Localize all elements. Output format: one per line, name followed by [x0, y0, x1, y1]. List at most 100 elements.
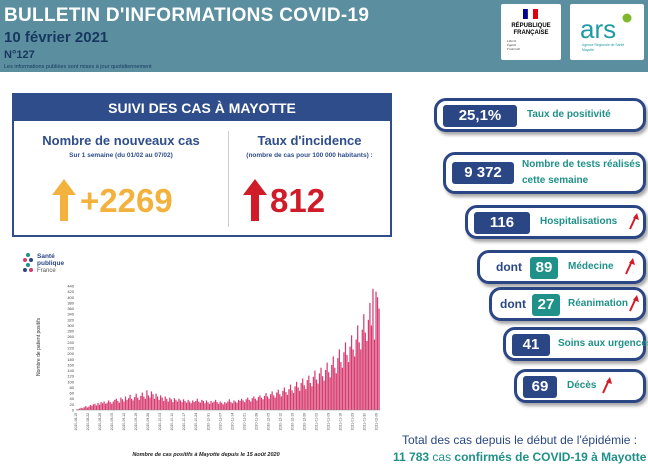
- chart-bar: [260, 397, 263, 410]
- medecine-trend-up-icon: [625, 258, 635, 275]
- soins-urgences-pill: 41 Soins aux urgences: [503, 327, 648, 361]
- chart-bar: [160, 395, 162, 410]
- chart-bar: [143, 396, 145, 410]
- chart-bar: [248, 399, 250, 410]
- hospitalisations-label: Hospitalisations: [540, 216, 618, 227]
- chart-bar: [218, 403, 220, 410]
- chart-bar: [181, 402, 183, 410]
- chart-bar: [117, 400, 119, 410]
- chart-bar: [378, 308, 380, 410]
- chart-bar: [357, 325, 359, 410]
- chart-bar: [245, 399, 247, 410]
- x-tick-label: 2021-01-30: [363, 413, 367, 430]
- chart-bar: [94, 403, 96, 410]
- chart-bar: [341, 367, 344, 410]
- chart-bar: [164, 396, 166, 410]
- positivite-value: 25,1%: [443, 105, 517, 127]
- chart-bar: [335, 373, 337, 410]
- y-tick-label: 40: [70, 396, 75, 401]
- chart-bar: [92, 404, 95, 410]
- ars-wordmark: ars: [580, 14, 616, 44]
- x-tick-label: 2021-01-09: [326, 413, 330, 430]
- tests-value: 9 372: [452, 162, 514, 184]
- x-tick-label: 2021-02-06: [375, 413, 379, 430]
- x-tick-label: 2020-08-29: [98, 413, 102, 430]
- chart-bar: [338, 349, 340, 410]
- x-tick-label: 2020-09-12: [122, 413, 126, 430]
- chart-bar: [204, 403, 206, 410]
- chart-bar: [240, 398, 243, 410]
- chart-bar: [242, 400, 244, 410]
- chart-bar: [334, 367, 336, 410]
- reanimation-trend-up-icon: [629, 295, 639, 312]
- chart-bar: [207, 402, 209, 410]
- chart-bar: [299, 390, 301, 410]
- chart-bar: [222, 404, 224, 410]
- deces-trend-up-icon: [602, 377, 612, 394]
- chart-bar: [361, 329, 363, 410]
- suivi-title: SUIVI DES CAS À MAYOTTE: [14, 95, 390, 121]
- chart-bar: [280, 396, 282, 410]
- chart-bar: [77, 409, 79, 410]
- chart-bar: [292, 393, 295, 410]
- deces-label: Décès: [567, 380, 597, 391]
- chart-bar: [325, 369, 327, 410]
- x-tick-label: 2020-11-07: [218, 413, 222, 430]
- chart-bar: [291, 390, 293, 410]
- x-tick-label: 2020-09-26: [146, 413, 150, 430]
- tests-label-2: cette semaine: [522, 175, 589, 186]
- chart-bar: [224, 402, 226, 410]
- chart-bar: [315, 379, 318, 410]
- chart-bar: [329, 377, 331, 410]
- y-tick-label: 280: [67, 329, 74, 334]
- chart-bar: [115, 398, 117, 410]
- chart-bar: [221, 402, 223, 410]
- bulletin-title: BULLETIN D'INFORMATIONS COVID-19: [4, 5, 370, 26]
- total-cases-rest: confirmés de COVID-19 à Mayotte: [454, 450, 647, 464]
- chart-bar: [251, 398, 253, 410]
- chart-bar: [286, 394, 289, 410]
- y-tick-label: 260: [67, 334, 74, 339]
- tests-label-1: Nombre de tests réalisés: [522, 159, 641, 170]
- spf-line3: France: [37, 268, 56, 274]
- chart-bar: [332, 356, 334, 410]
- chart-bar: [166, 398, 168, 410]
- chart-bar: [169, 397, 171, 410]
- chart-bar: [196, 398, 198, 410]
- chart-bar: [105, 403, 107, 410]
- chart-bar: [134, 397, 136, 410]
- reanimation-pill: dont 27 Réanimation: [489, 287, 646, 321]
- x-tick-label: 2021-01-02: [314, 413, 318, 430]
- suivi-separator: [228, 131, 229, 227]
- chart-bar: [211, 402, 214, 410]
- y-tick-label: 320: [67, 317, 74, 322]
- chart-bar: [237, 399, 240, 410]
- chart-bar: [317, 383, 319, 410]
- chart-bar: [108, 400, 110, 410]
- chart-bar: [259, 395, 261, 410]
- chart-bar: [97, 402, 99, 410]
- chart-bar: [306, 380, 308, 410]
- reanimation-label: Réanimation: [568, 298, 629, 309]
- chart-bar: [358, 342, 360, 410]
- chart-bar: [366, 340, 368, 410]
- chart-bar: [141, 392, 143, 410]
- chart-bar: [219, 401, 221, 410]
- chart-bar: [323, 380, 325, 410]
- y-tick-label: 220: [67, 346, 74, 351]
- chart-bar: [369, 302, 371, 410]
- chart-bar: [193, 402, 195, 410]
- chart-bar: [205, 400, 208, 410]
- chart-bar: [137, 397, 139, 410]
- chart-bar: [297, 387, 299, 410]
- chart-bar: [300, 382, 302, 410]
- chart-bar: [208, 403, 211, 410]
- chart-bar: [126, 399, 128, 410]
- hospitalisations-pill: 116 Hospitalisations: [465, 205, 646, 239]
- new-cases-up-arrow-icon: [52, 179, 76, 221]
- y-tick-label: 60: [70, 391, 75, 396]
- y-tick-label: 160: [67, 362, 74, 367]
- chart-bar: [250, 401, 252, 410]
- chart-bar: [256, 400, 258, 410]
- total-cases-word: cas: [432, 450, 452, 464]
